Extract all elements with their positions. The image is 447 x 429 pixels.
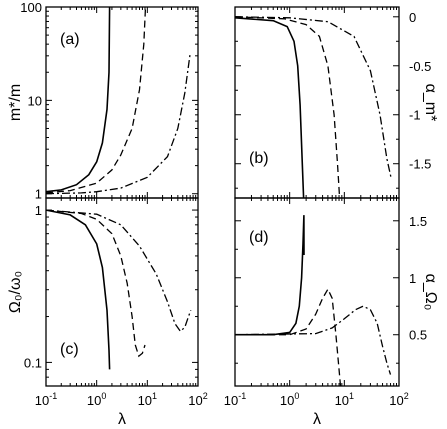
x-tick-label: 100 bbox=[87, 391, 106, 408]
y-tick-label: 1 bbox=[35, 203, 42, 218]
y-tick-label: -1.5 bbox=[409, 157, 431, 172]
y-tick-label: 1.5 bbox=[409, 214, 427, 229]
y-axis-label: α_Ω₀ bbox=[422, 274, 439, 311]
series-dashed-line bbox=[235, 287, 342, 386]
series-solid-line bbox=[46, 7, 111, 193]
y-tick-label: -0.5 bbox=[409, 59, 431, 74]
plot-frame bbox=[45, 197, 199, 387]
x-tick-label: 102 bbox=[188, 391, 207, 408]
x-axis-label: λ bbox=[313, 411, 321, 428]
series-dashdot-line bbox=[235, 305, 392, 375]
panel-label: (d) bbox=[249, 229, 269, 246]
panel-label: (b) bbox=[249, 150, 269, 167]
y-tick-label: 1 bbox=[409, 271, 416, 286]
y-axis-label: Ω₀/ω₀ bbox=[7, 271, 24, 313]
x-tick-label: 100 bbox=[280, 391, 299, 408]
panel-3: 0.1 1 10-1 100 101 102 λ Ω₀/ω₀ (c) bbox=[7, 197, 208, 428]
x-axis-label: λ bbox=[118, 411, 126, 428]
x-tick-label: 10-1 bbox=[35, 391, 57, 408]
y-tick-label: 1 bbox=[35, 187, 42, 202]
series-dashdot-line bbox=[46, 209, 192, 333]
series-solid-line bbox=[235, 17, 305, 198]
series-solid-line bbox=[46, 209, 111, 370]
series-dashdot-line bbox=[235, 16, 392, 179]
series-dashed-line bbox=[46, 209, 146, 358]
x-tick-label: 102 bbox=[389, 391, 408, 408]
y-axis-label: m*/m bbox=[7, 84, 24, 121]
panel-1: 1 10 100 m*/m (a) bbox=[7, 0, 199, 202]
panel-4: 0.5 1 1.5 10-1 100 101 102 λ α_Ω₀ (d) bbox=[224, 197, 439, 428]
plot-frame bbox=[234, 197, 400, 387]
y-tick-label: 0.5 bbox=[409, 328, 427, 343]
panels: 1 10 100 m*/m (a) 0 -0.5 -1 -1.5 α_m* (b) 0.1 1 10-1 1… bbox=[7, 0, 439, 428]
y-tick-label: 0.1 bbox=[24, 355, 42, 370]
panel-label: (a) bbox=[60, 31, 80, 48]
series-dashed-line bbox=[46, 7, 147, 194]
y-tick-label: 10 bbox=[28, 93, 42, 108]
x-tick-label: 10-1 bbox=[224, 391, 246, 408]
x-tick-label: 101 bbox=[138, 391, 157, 408]
panel-label: (c) bbox=[60, 341, 79, 358]
y-axis-label: α_m* bbox=[422, 84, 439, 122]
series-solid-line bbox=[235, 215, 305, 336]
series-dashed-line bbox=[235, 16, 341, 198]
x-tick-label: 101 bbox=[335, 391, 354, 408]
panel-2: 0 -0.5 -1 -1.5 α_m* (b) bbox=[234, 6, 439, 199]
series-dashdot-line bbox=[46, 53, 191, 195]
y-tick-label: -1 bbox=[409, 108, 421, 123]
plot-frame bbox=[234, 6, 400, 199]
y-tick-label: 0 bbox=[409, 10, 416, 25]
y-tick-label: 100 bbox=[20, 0, 42, 15]
